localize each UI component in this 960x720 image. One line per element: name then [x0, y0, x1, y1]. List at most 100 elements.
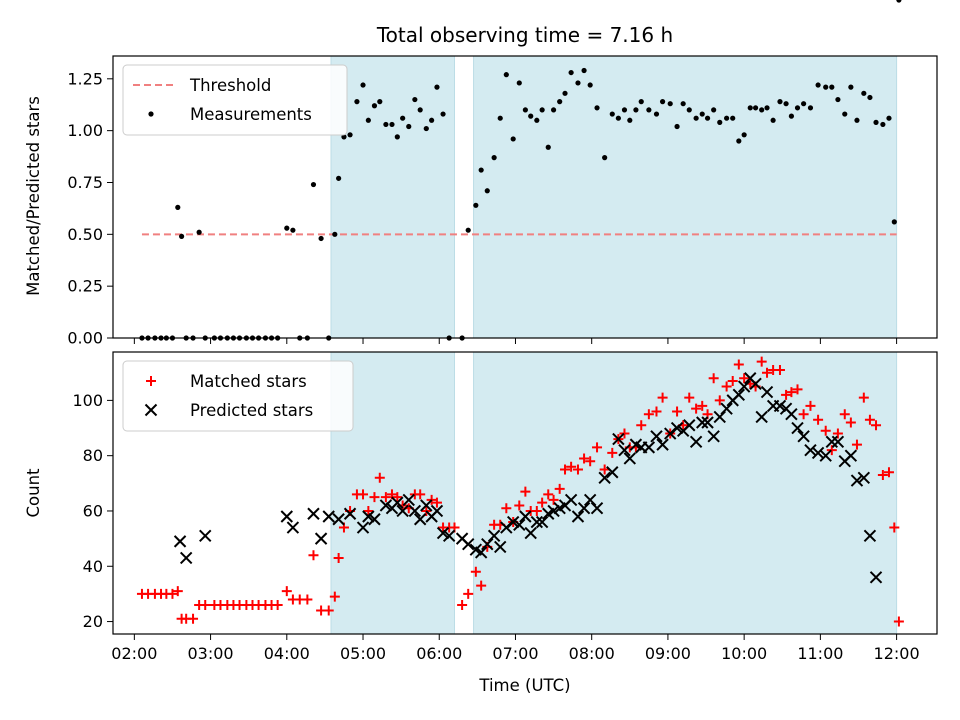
- data-point: [638, 99, 644, 105]
- data-point: [391, 496, 404, 509]
- data-point: [619, 428, 630, 439]
- data-point: [379, 499, 393, 512]
- x-tick-label: 06:00: [416, 644, 462, 663]
- data-point: [893, 616, 904, 627]
- data-point: [642, 441, 656, 454]
- data-point: [396, 504, 409, 518]
- data-point: [848, 84, 854, 90]
- x-tick-label: 02:00: [111, 644, 157, 663]
- data-point: [609, 111, 615, 117]
- chart-title: Total observing time = 7.16 h: [376, 23, 673, 47]
- data-point: [689, 435, 703, 449]
- data-point: [392, 492, 403, 503]
- data-point: [302, 594, 313, 605]
- data-point: [408, 504, 422, 518]
- data-point: [627, 117, 633, 123]
- data-point: [534, 117, 540, 123]
- plot-frame: [112, 55, 938, 339]
- data-point: [322, 510, 335, 523]
- data-point: [657, 392, 668, 403]
- data-point: [777, 99, 783, 105]
- data-point: [877, 470, 888, 481]
- data-point: [362, 510, 375, 523]
- data-point: [623, 452, 637, 465]
- data-point: [420, 499, 433, 512]
- data-point: [358, 489, 369, 500]
- data-point: [423, 125, 429, 132]
- data-point: [873, 119, 879, 125]
- data-point: [598, 471, 611, 485]
- x-tick-label: 08:00: [569, 644, 615, 663]
- data-point: [571, 510, 585, 523]
- data-point: [547, 504, 560, 518]
- data-point: [858, 392, 869, 403]
- data-point: [341, 134, 347, 140]
- data-point: [272, 599, 283, 610]
- data-point: [462, 537, 475, 551]
- data-point: [413, 513, 427, 526]
- y-tick-label: 1.25: [67, 69, 103, 88]
- data-point: [896, 0, 902, 3]
- data-point: [415, 489, 426, 500]
- data-point: [636, 420, 647, 431]
- data-point: [850, 474, 864, 487]
- data-point: [832, 428, 843, 439]
- data-point: [792, 384, 803, 395]
- data-point: [514, 500, 525, 511]
- legend-x-marker: [144, 403, 158, 417]
- data-point: [431, 497, 442, 508]
- data-point: [307, 507, 320, 520]
- data-point: [585, 456, 596, 467]
- legend-plus-marker: [146, 376, 156, 386]
- data-point: [332, 513, 345, 526]
- data-point: [880, 121, 886, 128]
- x-tick-label: 09:00: [645, 644, 691, 663]
- data-point: [607, 447, 618, 458]
- data-point: [383, 121, 389, 128]
- data-point: [434, 84, 440, 90]
- data-point: [417, 107, 423, 113]
- data-point: [621, 107, 628, 113]
- data-point: [594, 105, 600, 111]
- data-point: [633, 107, 639, 113]
- data-point: [406, 123, 412, 130]
- x-tick-label: 05:00: [340, 644, 386, 663]
- data-point: [199, 529, 212, 543]
- data-point: [813, 414, 824, 425]
- data-point: [188, 613, 199, 624]
- data-point: [805, 400, 816, 411]
- plot-frame: [112, 351, 938, 635]
- data-point: [389, 121, 395, 128]
- data-point: [280, 510, 294, 523]
- data-point: [550, 107, 557, 113]
- ratio-panel: 0.00 0.25 0.50 0.75 1.00 1.25 Threshold Measure…: [67, 0, 938, 348]
- observing-interval-2: [473, 55, 898, 339]
- data-point: [562, 90, 568, 96]
- data-point: [762, 367, 773, 378]
- data-point: [798, 409, 809, 420]
- data-point: [704, 115, 711, 121]
- data-point: [442, 529, 456, 543]
- data-point: [196, 229, 202, 235]
- data-point: [801, 101, 807, 107]
- data-point: [579, 453, 590, 464]
- data-point: [618, 443, 631, 457]
- data-point: [857, 471, 871, 485]
- data-point: [368, 513, 381, 526]
- data-point: [343, 507, 357, 520]
- data-point: [333, 552, 344, 563]
- data-point: [819, 449, 832, 462]
- data-point: [369, 492, 380, 503]
- data-point: [179, 233, 185, 239]
- data-point: [318, 235, 324, 242]
- top-y-axis-label: Matched/Predicted stars: [24, 96, 43, 296]
- data-point: [717, 119, 723, 125]
- data-point: [371, 103, 378, 109]
- data-point: [667, 101, 673, 107]
- data-point: [842, 111, 848, 117]
- y-tick-label: 0.00: [67, 329, 103, 348]
- data-point: [831, 435, 845, 449]
- data-point: [478, 167, 484, 173]
- data-point: [440, 111, 446, 117]
